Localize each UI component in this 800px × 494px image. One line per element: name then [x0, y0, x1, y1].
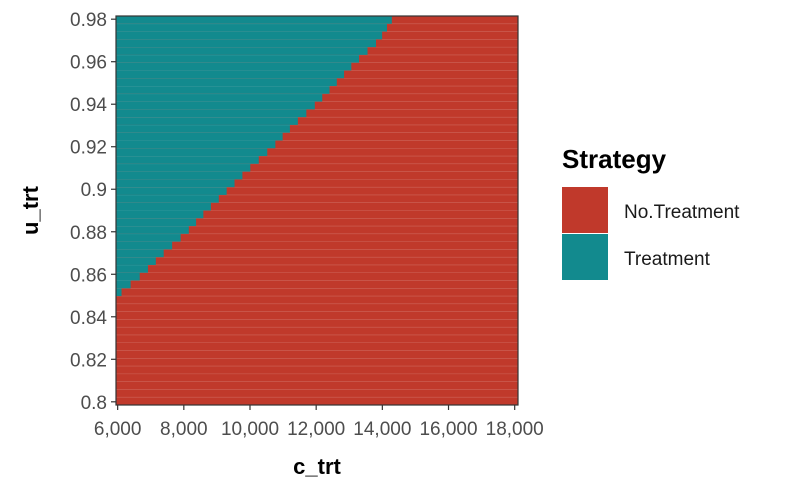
tile-treatment	[116, 132, 283, 141]
tile-treatment	[116, 163, 251, 172]
tile-treatment	[116, 218, 197, 227]
y-tick-label: 0.8	[81, 393, 107, 414]
tile-treatment	[116, 78, 337, 87]
tile-treatment	[116, 226, 189, 234]
y-tick-label: 0.88	[70, 223, 107, 244]
x-tick-label: 6,000	[94, 419, 142, 440]
y-tick-label: 0.94	[70, 95, 107, 116]
tile-treatment	[116, 210, 204, 219]
tile-treatment	[116, 117, 298, 125]
tile-treatment	[116, 272, 140, 281]
tile-treatment	[116, 62, 352, 71]
tile-treatment	[116, 233, 181, 242]
y-tick-label: 0.92	[70, 138, 107, 159]
x-tick-label: 12,000	[287, 419, 345, 440]
x-axis: 6,000 8,000 10,000 12,000 14,000 16,000 18,000	[94, 405, 544, 440]
tile-treatment	[116, 54, 360, 63]
tile-treatment	[116, 171, 243, 180]
tile-treatment	[116, 39, 377, 48]
tile-treatment	[116, 70, 345, 79]
y-tick-label: 0.9	[81, 180, 107, 201]
tile-treatment	[116, 16, 392, 24]
x-tick-label: 14,000	[353, 419, 411, 440]
tile-treatment	[116, 288, 122, 297]
tile-treatment	[116, 257, 156, 265]
y-tick-label: 0.86	[70, 265, 107, 286]
tile-treatment	[116, 249, 164, 258]
y-tick-label: 0.84	[70, 308, 107, 329]
x-tick-label: 16,000	[419, 419, 477, 440]
y-axis: 0.8 0.82 0.84 0.86 0.88 0.9 0.92 0.94 0.96 0.98	[70, 10, 116, 414]
legend-key-treatment	[562, 234, 608, 280]
tile-treatment	[116, 109, 307, 118]
tile-treatment	[116, 241, 173, 250]
tile-treatment	[116, 202, 211, 211]
x-tick-label: 18,000	[486, 419, 544, 440]
tile-treatment	[116, 156, 259, 164]
x-tick-label: 10,000	[221, 419, 279, 440]
x-tick-label: 8,000	[160, 419, 208, 440]
y-tick-label: 0.98	[70, 10, 107, 31]
tile-treatment	[116, 86, 330, 94]
tile-treatment	[116, 194, 219, 203]
legend: Strategy No.Treatment Treatment	[562, 144, 740, 280]
x-axis-title: c_trt	[293, 454, 341, 479]
tile-treatment	[116, 280, 131, 289]
tile-treatment	[116, 101, 315, 110]
tile-treatment	[116, 47, 368, 55]
tile-treatment	[116, 148, 268, 157]
legend-label-treatment: Treatment	[624, 249, 711, 270]
panel-border	[115, 15, 519, 406]
tile-treatment	[116, 187, 227, 195]
tile-treatment	[116, 31, 383, 40]
plot-panel	[115, 15, 519, 406]
legend-label-no-treatment: No.Treatment	[624, 202, 740, 223]
legend-key-no-treatment	[562, 187, 608, 233]
tile-treatment	[116, 179, 235, 188]
y-axis-title: u_trt	[18, 185, 43, 235]
y-tick-label: 0.96	[70, 53, 107, 74]
y-tick-label: 0.82	[70, 350, 107, 371]
tile-treatment	[116, 264, 148, 273]
tile-treatment	[116, 140, 276, 149]
tile-treatment	[116, 93, 323, 102]
tile-treatment	[116, 23, 387, 32]
legend-title: Strategy	[562, 144, 667, 174]
tile-treatment	[116, 124, 290, 133]
